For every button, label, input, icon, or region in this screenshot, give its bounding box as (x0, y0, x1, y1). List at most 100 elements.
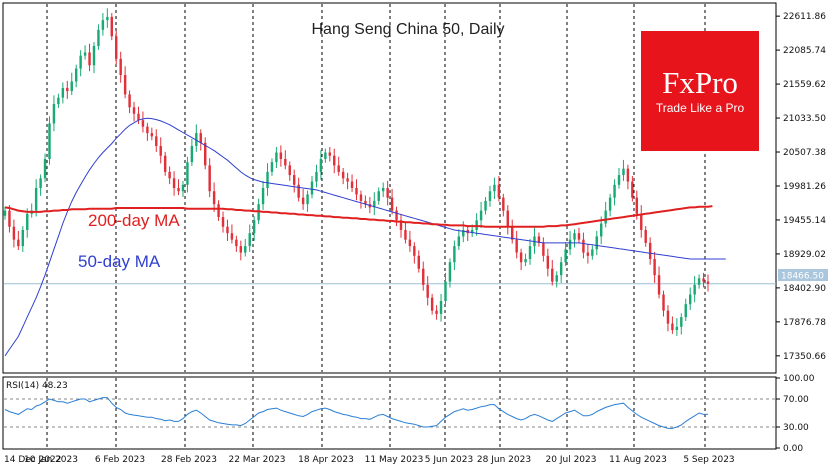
rsi-line (4, 397, 709, 429)
candle-body (377, 191, 380, 201)
candle-body (373, 200, 376, 208)
candle-body (168, 171, 171, 179)
last-price-value: 18466.50 (781, 272, 824, 282)
candle-body (470, 229, 474, 234)
candle-body (101, 20, 105, 30)
candle-body (97, 29, 100, 46)
candles (3, 8, 710, 336)
candle-body (422, 268, 425, 285)
rsi-tick-label: 0.00 (783, 444, 803, 454)
candle-body (48, 123, 51, 159)
candle-body (217, 204, 220, 218)
candle-body (306, 194, 309, 205)
y-tick-label: 21033.50 (783, 114, 826, 124)
candle-body (88, 52, 91, 66)
candle-body (528, 246, 532, 260)
candle-body (564, 249, 567, 263)
candle-body (386, 188, 389, 198)
candle-body (435, 310, 438, 314)
candle-body (248, 233, 251, 247)
candle-body (582, 239, 585, 253)
candle-body (226, 226, 229, 234)
candle-body (275, 152, 278, 163)
fxpro-logo: FxPro Trade Like a Pro (641, 31, 759, 151)
candle-body (61, 87, 65, 98)
candle-body (66, 87, 69, 92)
candle-body (453, 246, 456, 263)
candle-body (221, 217, 225, 227)
candle-body (310, 181, 314, 195)
candle-body (511, 226, 514, 240)
candle-body (252, 220, 256, 234)
y-tick-label: 19455.14 (783, 216, 826, 226)
candle-body (622, 168, 625, 176)
candle-body (364, 200, 367, 205)
ma50-label: 50-day MA (78, 252, 161, 271)
candle-body (266, 171, 269, 188)
candle-body (408, 239, 412, 247)
candle-body (390, 197, 394, 211)
candle-body (675, 326, 679, 331)
rsi-tick-label: 70.00 (783, 395, 809, 405)
x-tick-label: 6 Feb 2023 (95, 455, 145, 465)
candle-body (43, 158, 47, 179)
y-tick-label: 20507.38 (783, 148, 826, 158)
candle-body (457, 236, 461, 247)
candle-body (586, 252, 590, 256)
candle-body (172, 178, 176, 188)
ma200-line (4, 205, 713, 228)
candle-body (666, 310, 670, 324)
candle-body (706, 281, 710, 284)
x-tick-label: 20 Jul 2023 (546, 455, 597, 465)
candle-body (697, 278, 701, 285)
price-axis: 22611.86 22085.74 21559.62 21033.50 20507.38… (776, 12, 826, 362)
candle-body (519, 252, 523, 263)
candle-body (141, 120, 145, 127)
candle-body (573, 233, 576, 240)
y-tick-label: 19981.26 (783, 182, 826, 192)
candle-body (355, 188, 358, 195)
candle-body (324, 152, 327, 159)
candle-body (506, 210, 509, 227)
candle-body (515, 239, 518, 253)
candle-body (57, 97, 60, 105)
x-tick-label: 5 Jun 2023 (425, 455, 473, 465)
y-tick-label: 17350.66 (783, 352, 826, 362)
candle-body (110, 16, 114, 37)
candle-body (448, 262, 452, 282)
candle-body (479, 210, 483, 221)
candle-body (604, 210, 607, 224)
candle-body (524, 259, 527, 263)
candle-body (430, 297, 434, 311)
candle-body (39, 178, 42, 188)
x-tick-label: 28 Jun 2023 (477, 455, 531, 465)
candle-body (292, 175, 296, 185)
candle-body (640, 213, 643, 230)
candle-body (239, 246, 243, 253)
candle-body (599, 223, 603, 237)
last-price-badge (778, 269, 828, 281)
candle-body (662, 294, 665, 311)
candle-body (8, 210, 11, 227)
candle-body (497, 184, 501, 198)
candle-body (270, 162, 274, 172)
candle-body (555, 275, 558, 282)
candle-body (635, 197, 639, 214)
y-tick-label: 18402.90 (783, 284, 826, 294)
candle-body (439, 300, 443, 314)
candle-body (212, 191, 216, 205)
candle-body (680, 317, 683, 327)
candle-body (235, 239, 238, 247)
candle-body (137, 113, 140, 121)
candle-body (502, 197, 505, 211)
ma200-label: 200-day MA (88, 211, 180, 230)
candle-body (488, 191, 492, 201)
candle-body (230, 233, 234, 240)
candle-body (648, 242, 652, 260)
x-tick-label: 10 Jan 2023 (24, 455, 78, 465)
candle-body (328, 152, 332, 156)
candle-body (399, 220, 403, 230)
candle-body (163, 155, 167, 172)
